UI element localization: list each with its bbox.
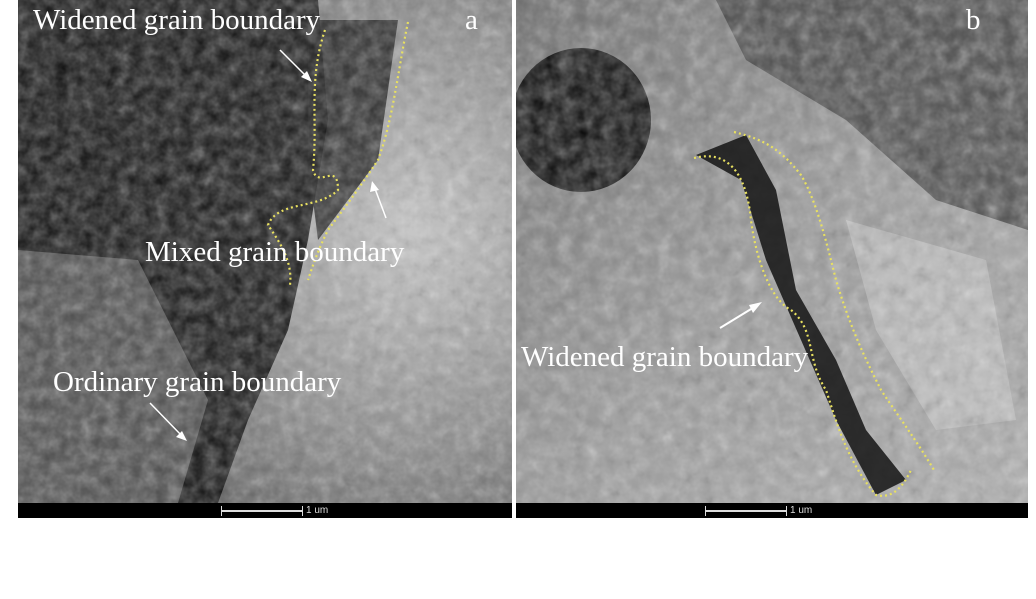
label-widened-grain-boundary: Widened grain boundary [33,4,321,36]
scale-bar-b: 1 um [705,505,812,516]
scale-bar-a: 1 um [221,505,328,516]
label-mixed-grain-boundary: Mixed grain boundary [145,236,405,268]
micrograph-panel-b: Widened grain boundary b 1 um [516,0,1028,518]
scale-bar-label: 1 um [306,505,329,516]
label-widened-grain-boundary: Widened grain boundary [521,341,809,373]
panel-letter-a: a [465,4,478,36]
micrograph-panel-a: Widened grain boundary Mixed grain bound… [18,0,512,518]
micrograph-image-a [18,0,512,518]
panel-letter-b: b [966,4,981,36]
micrograph-image-b [516,0,1028,518]
scale-bar-label: 1 um [790,505,813,516]
label-ordinary-grain-boundary: Ordinary grain boundary [53,366,342,398]
